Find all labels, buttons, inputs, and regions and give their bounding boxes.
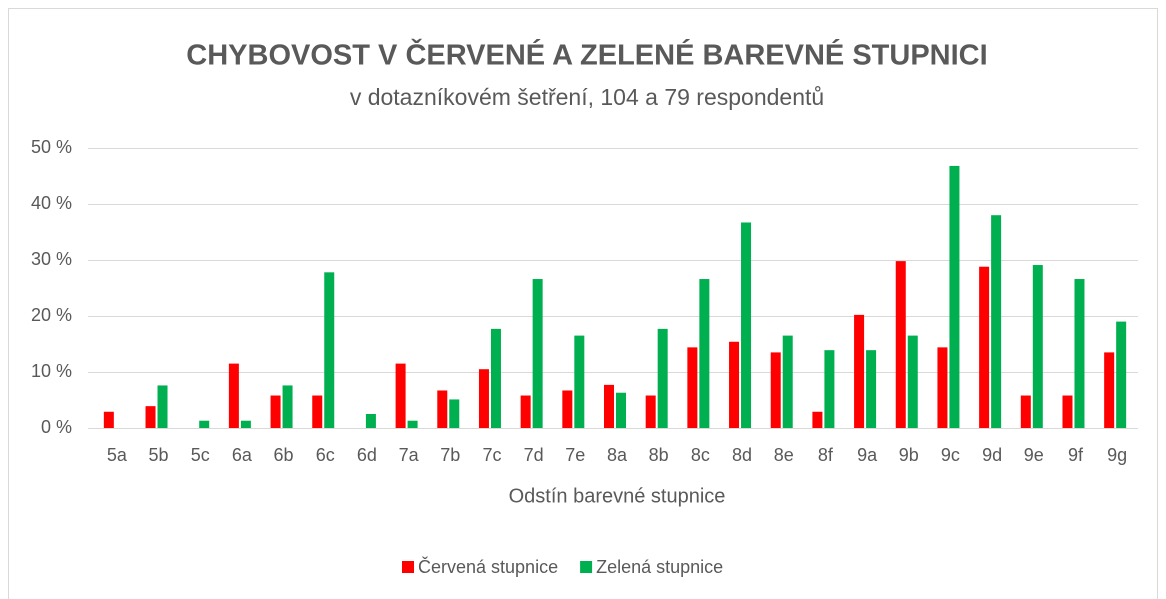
bar <box>1074 279 1085 428</box>
chart-title: CHYBOVOST V ČERVENÉ A ZELENÉ BAREVNÉ STU… <box>186 38 987 72</box>
x-tick-label: 9a <box>857 445 878 465</box>
bar <box>312 395 323 428</box>
x-tick-label: 9d <box>982 445 1002 465</box>
x-tick-label: 9b <box>899 445 919 465</box>
bar <box>407 420 418 428</box>
x-tick-label: 5c <box>191 445 210 465</box>
bar <box>616 392 626 428</box>
bar <box>1062 395 1073 428</box>
bar <box>520 395 531 428</box>
x-tick-label: 7a <box>399 445 420 465</box>
x-tick-label: 9f <box>1068 445 1084 465</box>
bar <box>687 347 698 428</box>
y-tick-label: 10 % <box>31 361 72 381</box>
bar <box>449 399 460 428</box>
x-tick-label: 8b <box>649 445 669 465</box>
x-tick-label: 7b <box>440 445 460 465</box>
bar <box>729 341 740 428</box>
bar <box>199 420 210 428</box>
bar <box>157 385 168 428</box>
chart-frame <box>8 8 1158 599</box>
bar <box>562 390 573 428</box>
legend-label: Zelená stupnice <box>596 557 723 577</box>
bar <box>657 328 668 428</box>
bar <box>812 411 823 428</box>
x-tick-label: 8d <box>732 445 752 465</box>
x-tick-label: 5a <box>107 445 128 465</box>
bar <box>228 363 239 428</box>
bar <box>979 266 990 428</box>
x-tick-label: 8c <box>691 445 710 465</box>
bar <box>270 395 281 428</box>
bar <box>395 363 406 428</box>
x-tick-label: 6b <box>274 445 294 465</box>
x-tick-label: 7c <box>482 445 501 465</box>
bar <box>574 335 585 428</box>
bar <box>604 384 614 428</box>
bar <box>770 352 781 428</box>
legend-swatch <box>402 561 414 573</box>
bar <box>1032 265 1043 428</box>
bar <box>282 385 293 428</box>
bar <box>991 215 1002 428</box>
bar <box>741 222 752 428</box>
x-axis-label: Odstín barevné stupnice <box>509 485 726 507</box>
x-tick-label: 7e <box>565 445 585 465</box>
x-tick-label: 8a <box>607 445 628 465</box>
x-tick-label: 7d <box>524 445 544 465</box>
x-tick-label: 5b <box>149 445 169 465</box>
bar <box>949 165 960 429</box>
y-tick-label: 30 % <box>31 249 72 269</box>
bar <box>240 420 251 428</box>
bar <box>478 369 489 428</box>
bar <box>145 406 156 428</box>
y-tick-label: 40 % <box>31 193 72 213</box>
bar <box>324 272 335 428</box>
bar <box>937 347 948 428</box>
x-tick-label: 9c <box>941 445 960 465</box>
bar <box>854 314 865 428</box>
bar <box>645 395 656 428</box>
bar <box>1020 395 1031 428</box>
bar <box>866 350 877 428</box>
legend-swatch <box>580 561 593 573</box>
bar <box>490 328 501 428</box>
x-tick-label: 6a <box>232 445 253 465</box>
bar <box>895 261 906 428</box>
y-tick-label: 50 % <box>31 137 72 157</box>
chart-subtitle: v dotazníkovém šetření, 104 a 79 respond… <box>350 84 824 110</box>
bar <box>699 279 710 428</box>
bar <box>824 350 835 428</box>
bar <box>782 335 793 428</box>
bar <box>365 414 376 428</box>
bar <box>532 279 543 428</box>
x-tick-label: 9g <box>1107 445 1127 465</box>
legend-label: Červená stupnice <box>418 556 558 577</box>
x-tick-label: 9e <box>1024 445 1044 465</box>
bar <box>103 411 114 428</box>
bar <box>1104 352 1115 428</box>
y-tick-label: 20 % <box>31 305 72 325</box>
x-tick-label: 8f <box>818 445 834 465</box>
x-tick-label: 6d <box>357 445 377 465</box>
bar <box>1116 321 1127 428</box>
x-tick-label: 8e <box>774 445 794 465</box>
bar <box>437 390 448 428</box>
bar <box>907 335 918 428</box>
x-tick-label: 6c <box>316 445 335 465</box>
y-tick-label: 0 % <box>41 417 72 437</box>
